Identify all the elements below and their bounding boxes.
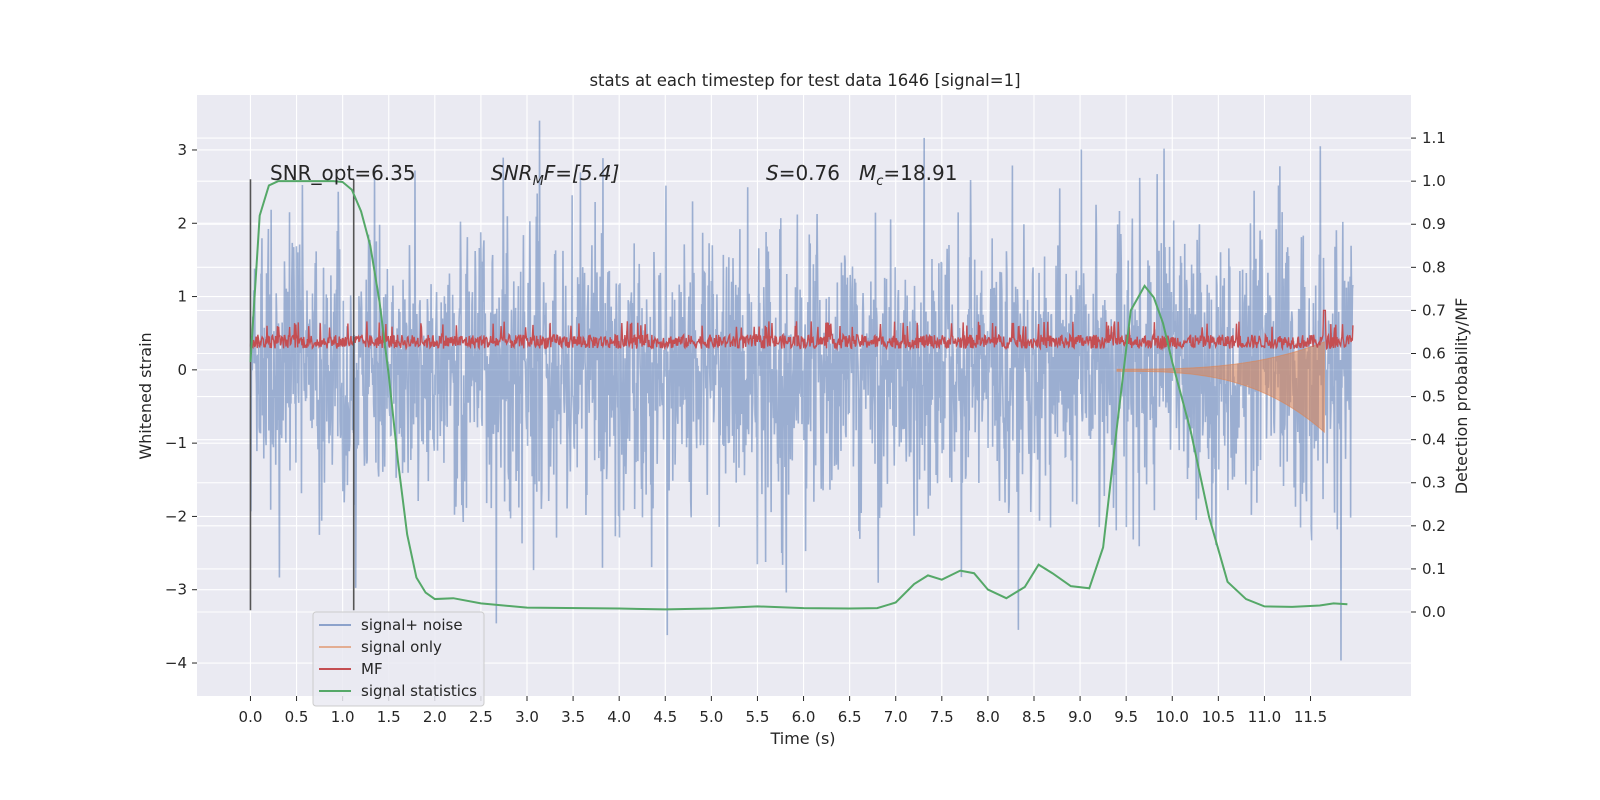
mc-label: M xyxy=(859,161,876,185)
s-value: =0.76 xyxy=(779,161,840,185)
x-tick-label: 11.5 xyxy=(1294,708,1327,726)
y-right-tick-label: 0.9 xyxy=(1422,215,1446,233)
x-tick-label: 7.0 xyxy=(884,708,908,726)
s-label: S xyxy=(766,161,779,185)
y-left-tick-label: 1 xyxy=(177,288,187,306)
x-tick-label: 11.0 xyxy=(1248,708,1281,726)
y-right-tick-label: 1.0 xyxy=(1422,172,1446,190)
y-right-tick-label: 0.8 xyxy=(1422,258,1446,276)
x-tick-label: 6.5 xyxy=(838,708,862,726)
x-tick-label: 6.0 xyxy=(792,708,816,726)
x-tick-label: 8.5 xyxy=(1022,708,1046,726)
series-signal-only xyxy=(1116,341,1325,434)
x-tick-label: 9.0 xyxy=(1068,708,1092,726)
legend-box xyxy=(312,611,485,707)
x-tick-label: 0.5 xyxy=(285,708,309,726)
legend-label-signal: signal only xyxy=(361,638,442,656)
y-axis-right-label: Detection probability/MF xyxy=(1452,298,1471,495)
y-right-tick-label: 0.2 xyxy=(1422,517,1446,535)
y-left-tick-label: −4 xyxy=(165,654,187,672)
x-tick-label: 2.5 xyxy=(469,708,493,726)
series-mf xyxy=(249,309,1354,352)
legend-label-stats: signal statistics xyxy=(361,682,477,700)
legend-label-noise: signal+ noise xyxy=(361,616,463,634)
x-tick-label: 1.0 xyxy=(331,708,355,726)
y-right-tick-label: 0.1 xyxy=(1422,560,1446,578)
x-tick-label: 3.0 xyxy=(515,708,539,726)
x-tick-label: 7.5 xyxy=(930,708,954,726)
x-tick-label: 5.0 xyxy=(699,708,723,726)
x-tick-label: 2.0 xyxy=(423,708,447,726)
x-axis-label: Time (s) xyxy=(769,729,835,748)
mc-value: =18.91 xyxy=(883,161,957,185)
y-axis-left-label: Whitened strain xyxy=(136,332,155,459)
y-right-tick-label: 1.1 xyxy=(1422,129,1446,147)
y-left-tick-label: −2 xyxy=(165,507,187,525)
y-left-tick-label: 0 xyxy=(177,361,187,379)
y-right-tick-label: 0.4 xyxy=(1422,431,1446,449)
x-axis-ticks: 0.0 0.5 1.0 1.5 2.0 2.5 3.0 3.5 4.0 4.5 5.0 5.5 6.0 6… xyxy=(239,696,1327,726)
annotation-s: S=0.76 xyxy=(766,161,840,185)
x-tick-label: 10.0 xyxy=(1156,708,1189,726)
annotation-snr-opt: SNR_opt=6.35 xyxy=(270,161,416,185)
y-right-tick-label: 0.7 xyxy=(1422,301,1446,319)
annotation-snr-mf: SNRMF=[5.4] xyxy=(491,161,619,189)
x-tick-label: 5.5 xyxy=(746,708,770,726)
snr-mf-suffix: F=[5.4] xyxy=(544,161,620,185)
legend: signal+ noise signal only MF signal stat… xyxy=(312,611,485,707)
chart-title: stats at each timestep for test data 164… xyxy=(589,71,1020,90)
series-signal-noise xyxy=(249,120,1354,661)
y-right-tick-label: 0.5 xyxy=(1422,388,1446,406)
mc-sub: c xyxy=(876,174,883,189)
series-signal-statistics xyxy=(249,180,1348,611)
y-left-tick-label: 2 xyxy=(177,214,187,232)
y-right-tick-label: 0.0 xyxy=(1422,603,1446,621)
x-tick-label: 4.0 xyxy=(607,708,631,726)
y-left-tick-label: −1 xyxy=(165,434,187,452)
y-left-axis-ticks: 3 2 1 0 −1 −2 −3 −4 xyxy=(165,141,197,672)
y-left-tick-label: −3 xyxy=(165,581,187,599)
x-tick-label: 3.5 xyxy=(561,708,585,726)
y-right-tick-label: 0.6 xyxy=(1422,344,1446,362)
snr-mf-sub: M xyxy=(533,174,544,189)
annotation-mc: Mc=18.91 xyxy=(859,161,957,189)
x-tick-label: 9.5 xyxy=(1114,708,1138,726)
y-left-tick-label: 3 xyxy=(177,141,187,159)
y-right-axis-ticks: 1.1 1.0 0.9 0.8 0.7 0.6 0.5 0.4 0.3 0.2 0.1 0.0 xyxy=(1411,129,1446,621)
y-right-tick-label: 0.3 xyxy=(1422,474,1446,492)
x-tick-label: 8.0 xyxy=(976,708,1000,726)
snr-mf-prefix: SNR xyxy=(491,161,533,185)
x-tick-label: 1.5 xyxy=(377,708,401,726)
x-tick-label: 0.0 xyxy=(239,708,263,726)
x-tick-label: 10.5 xyxy=(1202,708,1235,726)
legend-label-mf: MF xyxy=(361,660,383,678)
x-tick-label: 4.5 xyxy=(653,708,677,726)
